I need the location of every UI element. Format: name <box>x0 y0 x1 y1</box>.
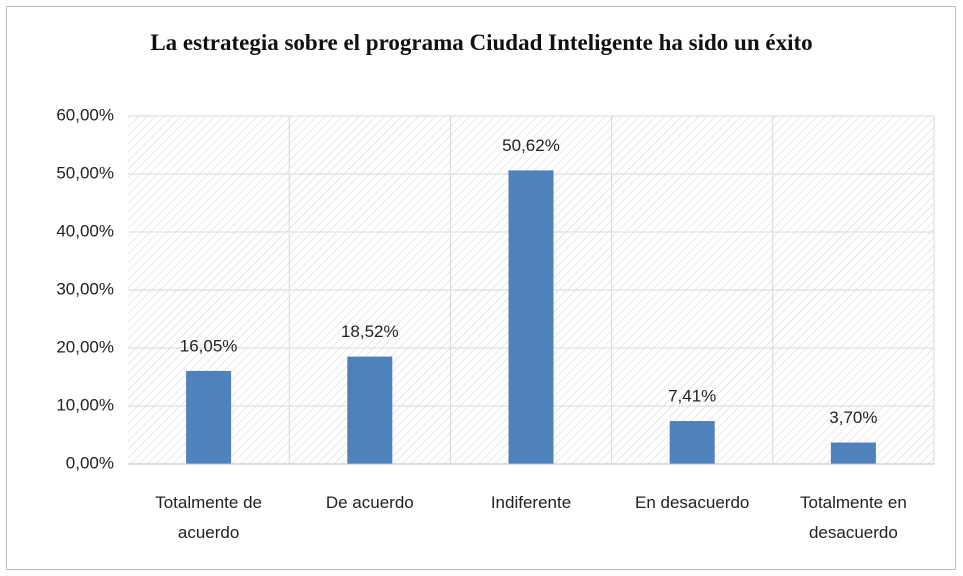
y-tick-label: 30,00% <box>56 279 114 298</box>
x-tick-label: Totalmente de acuerdo <box>155 493 262 542</box>
data-label: 7,41% <box>668 387 716 406</box>
x-tick-label: De acuerdo <box>325 493 414 512</box>
data-label: 3,70% <box>829 408 877 427</box>
chart-title: La estrategia sobre el programa Ciudad I… <box>150 30 813 55</box>
x-tick-label: Totalmente en desacuerdo <box>799 493 907 542</box>
y-tick-label: 0,00% <box>66 453 114 472</box>
y-tick-label: 10,00% <box>56 395 114 414</box>
bar <box>508 170 554 465</box>
x-tick-label: En desacuerdo <box>635 493 750 512</box>
y-tick-label: 50,00% <box>56 163 114 182</box>
x-tick-label: Indiferente <box>490 493 572 512</box>
y-tick-label: 40,00% <box>56 221 114 240</box>
y-tick-label: 20,00% <box>56 337 114 356</box>
bar <box>347 356 393 464</box>
data-label: 16,05% <box>180 336 238 355</box>
bar <box>186 370 232 464</box>
bar <box>830 442 876 464</box>
data-label: 18,52% <box>341 322 399 341</box>
bar <box>669 421 715 464</box>
y-tick-label: 60,00% <box>56 105 114 124</box>
data-label: 50,62% <box>502 136 560 155</box>
